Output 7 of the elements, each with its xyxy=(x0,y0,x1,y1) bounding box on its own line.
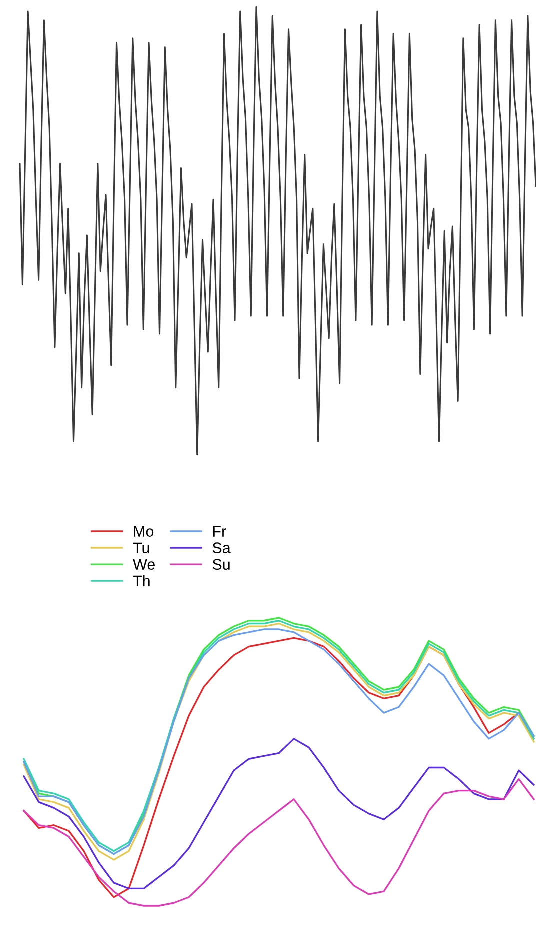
legend-label: Th xyxy=(133,575,150,586)
legend-label: Su xyxy=(212,559,230,570)
legend-label: Mo xyxy=(134,526,154,537)
legend-label: Tu xyxy=(133,542,150,554)
legend-label: Sa xyxy=(212,542,231,554)
legend-label: Fr xyxy=(213,526,226,537)
legend-label: We xyxy=(133,559,155,570)
